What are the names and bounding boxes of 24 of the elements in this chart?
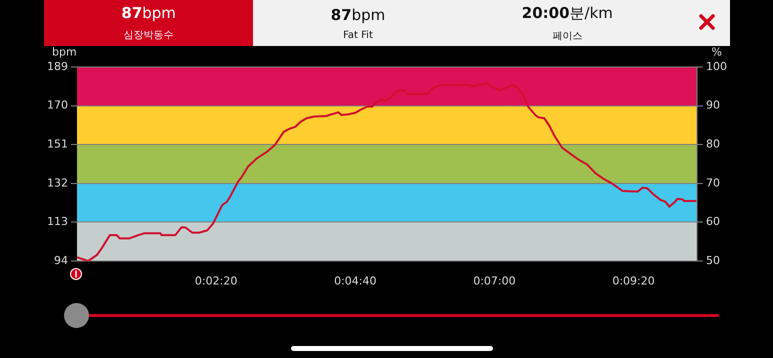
y-tick-label: 94: [54, 254, 68, 267]
text: 페이스: [552, 30, 582, 42]
y2-tick-label: 90: [706, 98, 720, 112]
y-tick-label: 132: [47, 176, 68, 190]
y2-tick-label: 50: [706, 254, 720, 267]
text: Fat Fit: [343, 30, 373, 40]
y-axis-title: bpm: [52, 45, 77, 58]
y2-tick-label: 70: [706, 176, 720, 190]
y2-tick-label: 80: [706, 137, 720, 150]
text: 심장박동수: [124, 29, 174, 42]
x-tick-label: 0:09:20: [612, 274, 655, 288]
x-tick-label: 0:02:20: [194, 274, 238, 288]
y-tick-label: 151: [47, 137, 68, 150]
text: 87bpm: [121, 4, 176, 22]
y-tick-label: 113: [47, 215, 68, 228]
x-tick-label: 0:04:40: [334, 274, 376, 288]
y2-tick-label: 60: [706, 215, 720, 228]
x-tick-label: 0:07:00: [473, 274, 516, 288]
y-tick-label: 189: [47, 60, 68, 73]
y2-tick-label: 100: [706, 60, 727, 73]
y-tick-label: 170: [47, 98, 68, 112]
text: 20:00분/km: [522, 4, 613, 22]
y2-axis-title: %: [712, 45, 722, 58]
text: 87bpm: [330, 6, 386, 24]
